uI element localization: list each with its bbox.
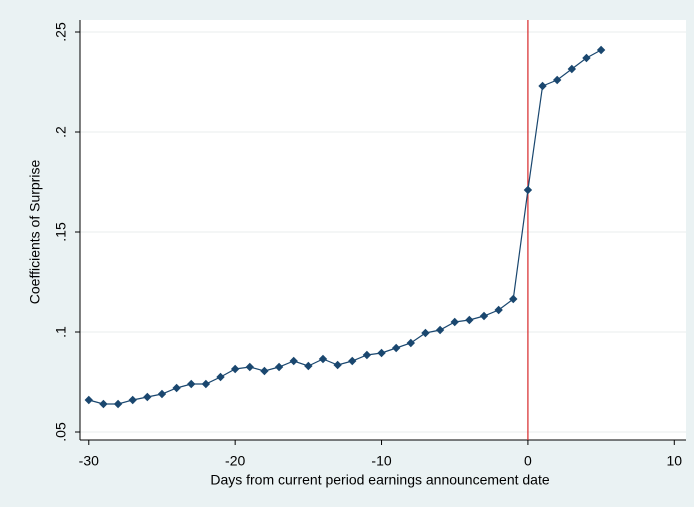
data-point [435,325,445,335]
data-point [362,350,372,360]
y-tick-label: .05 [53,422,69,442]
data-point [494,305,503,315]
data-point [274,362,284,372]
data-point [552,75,562,85]
data-point [421,328,430,338]
data-point [260,366,269,376]
y-tick-label: .15 [53,222,69,242]
data-point [230,364,240,374]
data-point [538,81,547,91]
data-point [509,294,518,304]
x-tick-label: -20 [225,453,245,469]
data-point [567,64,577,74]
data-point [289,356,298,366]
data-point [450,317,459,327]
data-point [187,379,196,389]
data-point [172,383,181,393]
x-tick-label: -30 [79,453,99,469]
data-point [84,395,93,405]
data-point [377,348,386,358]
y-tick-label: .25 [53,22,69,42]
data-point [333,360,342,370]
data-point [582,53,591,63]
data-point [479,311,489,321]
data-point [304,361,313,371]
data-point [245,362,254,372]
y-tick-label: .1 [53,326,69,338]
x-axis-title: Days from current period earnings announ… [210,472,550,488]
y-axis-title: Coefficients of Surprise [27,160,43,305]
data-point [391,343,401,353]
plot-area [80,20,686,440]
data-point [99,399,108,409]
data-point [143,392,152,402]
data-point [216,372,225,382]
data-point [406,338,416,348]
data-point [157,389,167,399]
y-tick-label: .2 [53,126,69,138]
data-point [348,356,357,366]
data-point [465,315,474,325]
x-tick-label: -10 [371,453,391,469]
data-point [596,45,606,55]
data-point [113,399,123,409]
data-point [128,395,137,405]
data-point [318,354,328,364]
data-point [523,185,533,195]
x-tick-label: 0 [524,453,532,469]
x-tick-label: 10 [667,453,683,469]
data-point [201,379,211,389]
